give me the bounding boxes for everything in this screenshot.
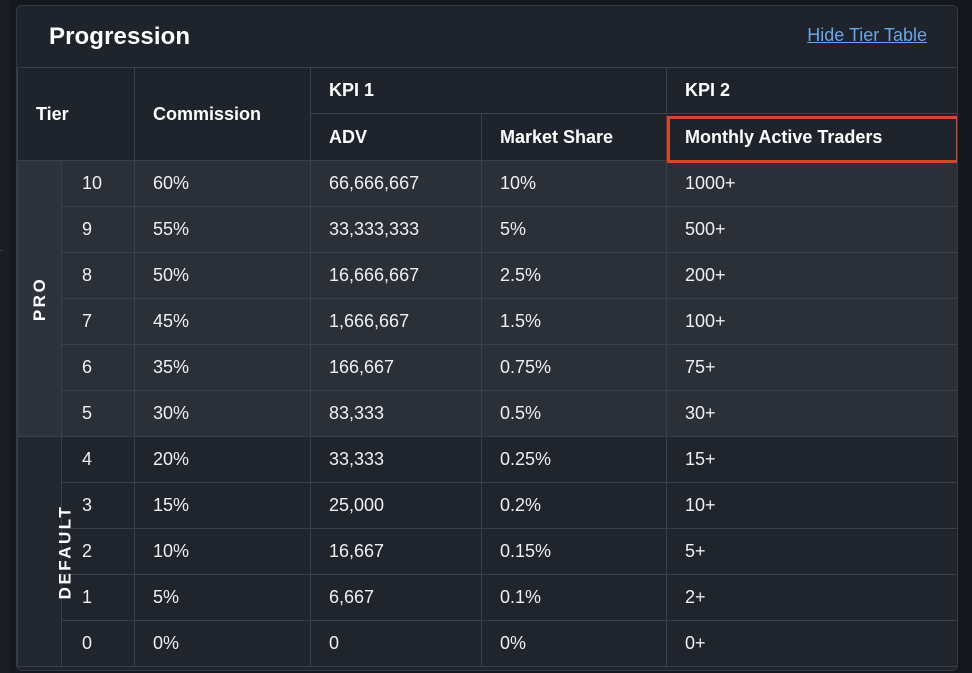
tier-cell: 1 xyxy=(61,574,135,621)
monthly-active-traders-cell: 200+ xyxy=(666,252,957,299)
commission-cell: 10% xyxy=(134,528,311,575)
adv-cell: 83,333 xyxy=(310,390,482,437)
table-row: 8 50% 16,666,667 2.5% 200+ xyxy=(18,252,957,299)
commission-cell: 35% xyxy=(134,344,311,391)
table-row: 2 10% 16,667 0.15% 5+ xyxy=(18,528,957,575)
tier-cell: 7 xyxy=(61,298,135,345)
monthly-active-traders-cell: 100+ xyxy=(666,298,957,345)
market-share-cell: 0.75% xyxy=(481,344,667,391)
tier-cell: 3 xyxy=(61,482,135,529)
monthly-active-traders-cell: 500+ xyxy=(666,206,957,253)
monthly-active-traders-cell: 75+ xyxy=(666,344,957,391)
adv-cell: 166,667 xyxy=(310,344,482,391)
market-share-cell: 0.2% xyxy=(481,482,667,529)
monthly-active-traders-cell: 10+ xyxy=(666,482,957,529)
market-share-cell: 10% xyxy=(481,160,667,207)
monthly-active-traders-cell: 30+ xyxy=(666,390,957,437)
table-row: 5 30% 83,333 0.5% 30+ xyxy=(18,390,957,437)
hide-tier-table-link[interactable]: Hide Tier Table xyxy=(807,25,927,45)
tier-cell: 8 xyxy=(61,252,135,299)
table-row: 7 45% 1,666,667 1.5% 100+ xyxy=(18,298,957,345)
tier-cell: 5 xyxy=(61,390,135,437)
adv-cell: 25,000 xyxy=(310,482,482,529)
commission-cell: 50% xyxy=(134,252,311,299)
table-row: 6 35% 166,667 0.75% 75+ xyxy=(18,344,957,391)
group-pro: PRO xyxy=(17,160,62,437)
panel-header: Progression Hide Tier Table xyxy=(17,6,957,67)
tier-cell: 0 xyxy=(61,620,135,667)
tier-table: Tier Commission KPI 1 KPI 2 ADV Market S… xyxy=(17,67,957,667)
header-kpi1: KPI 1 xyxy=(310,67,667,114)
commission-cell: 0% xyxy=(134,620,311,667)
monthly-active-traders-cell: 2+ xyxy=(666,574,957,621)
monthly-active-traders-cell: 5+ xyxy=(666,528,957,575)
market-share-cell: 5% xyxy=(481,206,667,253)
group-default: DEFAULT xyxy=(17,436,74,667)
adv-cell: 0 xyxy=(310,620,482,667)
adv-cell: 33,333 xyxy=(310,436,482,483)
group-label: PRO xyxy=(30,276,50,322)
table-row: 0 0% 0 0% 0+ xyxy=(18,620,957,667)
background-edge xyxy=(0,0,10,673)
table-row: 9 55% 33,333,333 5% 500+ xyxy=(18,206,957,253)
commission-cell: 30% xyxy=(134,390,311,437)
market-share-cell: 0.5% xyxy=(481,390,667,437)
market-share-cell: 0.1% xyxy=(481,574,667,621)
market-share-cell: 0.15% xyxy=(481,528,667,575)
commission-cell: 60% xyxy=(134,160,311,207)
table-row: 3 15% 25,000 0.2% 10+ xyxy=(18,482,957,529)
market-share-cell: 1.5% xyxy=(481,298,667,345)
tier-cell: 10 xyxy=(61,160,135,207)
monthly-active-traders-cell: 0+ xyxy=(666,620,957,667)
commission-cell: 5% xyxy=(134,574,311,621)
table-row: 1 5% 6,667 0.1% 2+ xyxy=(18,574,957,621)
table-row: DEFAULT 4 20% 33,333 0.25% 15+ xyxy=(17,436,957,667)
header-monthly-active-traders: Monthly Active Traders xyxy=(666,113,957,161)
adv-cell: 16,666,667 xyxy=(310,252,482,299)
tier-cell: 9 xyxy=(61,206,135,253)
header-adv: ADV xyxy=(310,113,482,161)
adv-cell: 33,333,333 xyxy=(310,206,482,253)
adv-cell: 6,667 xyxy=(310,574,482,621)
adv-cell: 66,666,667 xyxy=(310,160,482,207)
market-share-cell: 2.5% xyxy=(481,252,667,299)
header-market-share: Market Share xyxy=(481,113,667,161)
progression-panel: Progression Hide Tier Table Tier Commiss… xyxy=(16,5,958,671)
adv-cell: 1,666,667 xyxy=(310,298,482,345)
monthly-active-traders-cell: 1000+ xyxy=(666,160,957,207)
market-share-cell: 0.25% xyxy=(481,436,667,483)
commission-cell: 15% xyxy=(134,482,311,529)
table-row: PRO 10 60% 66,666,667 10% 1000+ xyxy=(17,160,957,437)
header-kpi2: KPI 2 xyxy=(666,67,957,114)
commission-cell: 45% xyxy=(134,298,311,345)
tier-table-body: PRO 10 60% 66,666,667 10% 1000+ 9 55% 33,333,333… xyxy=(17,160,957,667)
monthly-active-traders-cell: 15+ xyxy=(666,436,957,483)
adv-cell: 16,667 xyxy=(310,528,482,575)
header-tier: Tier xyxy=(17,67,135,161)
group-label: DEFAULT xyxy=(55,504,75,600)
tier-cell: 4 xyxy=(61,436,135,483)
panel-title: Progression xyxy=(49,23,191,50)
header-commission: Commission xyxy=(134,67,311,161)
commission-cell: 20% xyxy=(134,436,311,483)
tier-cell: 6 xyxy=(61,344,135,391)
market-share-cell: 0% xyxy=(481,620,667,667)
commission-cell: 55% xyxy=(134,206,311,253)
